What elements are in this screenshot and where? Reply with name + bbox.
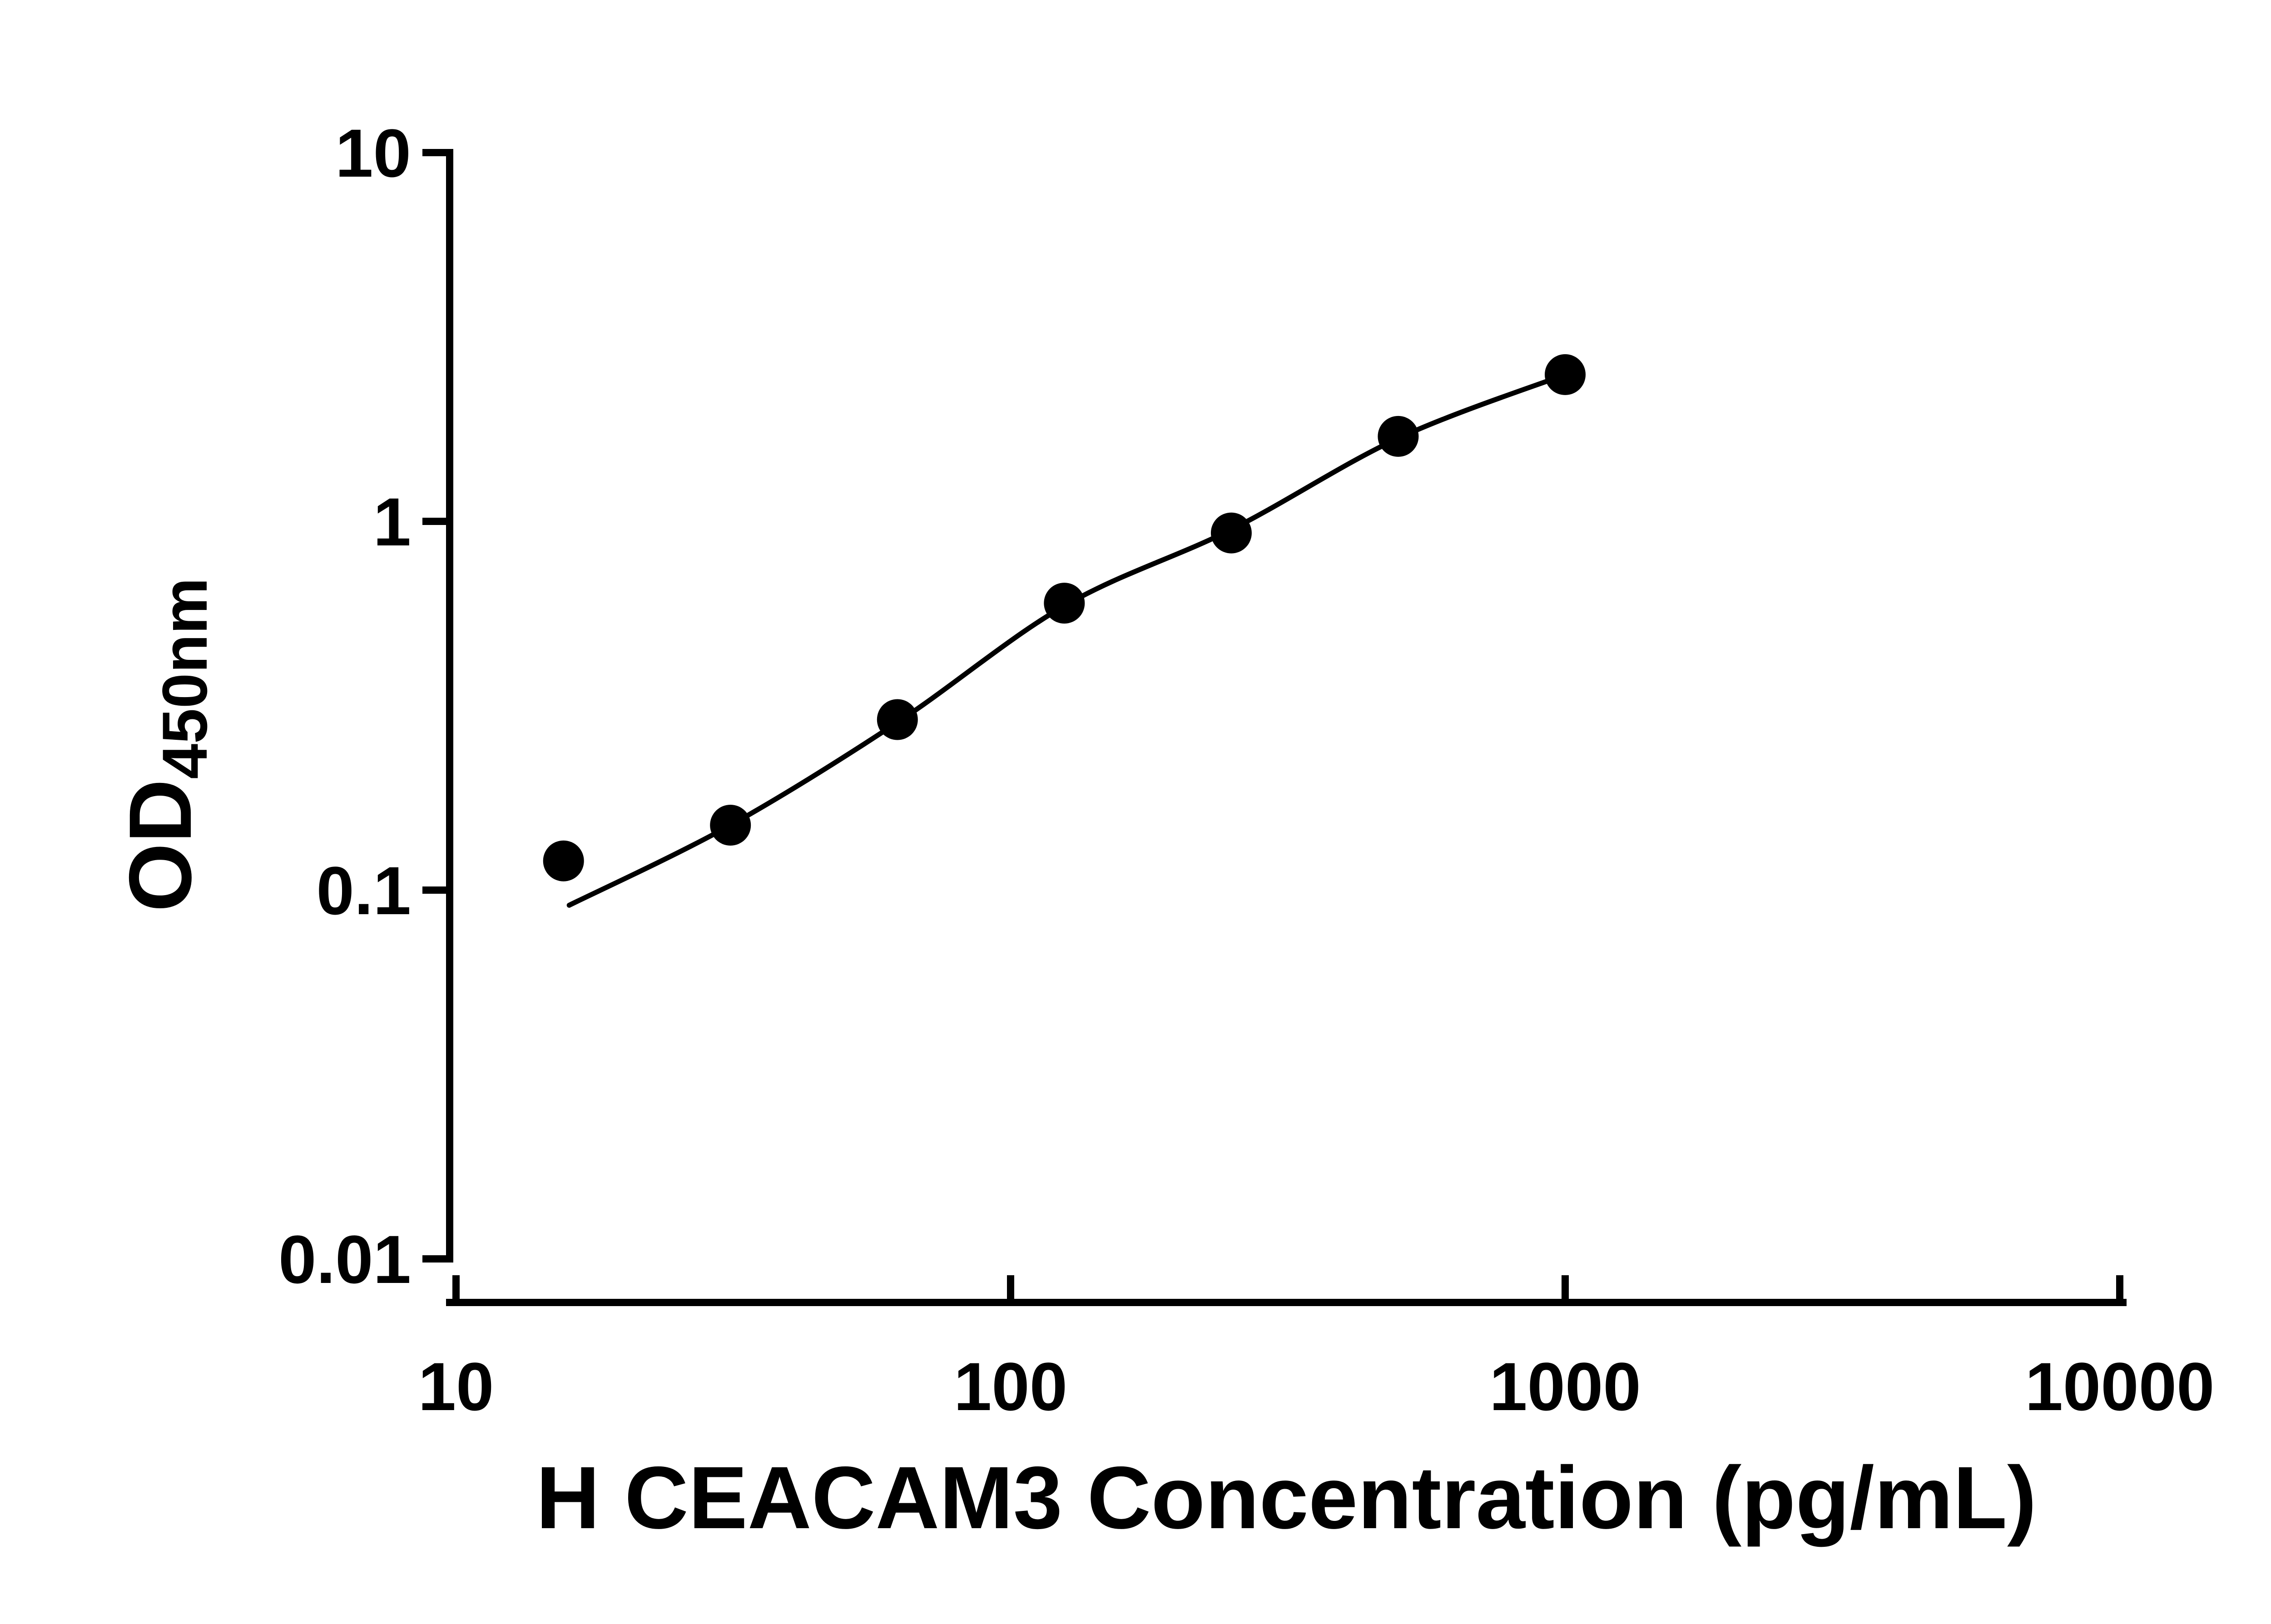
y-tick-label: 0.1 xyxy=(316,852,411,929)
y-axis-title: OD450nm xyxy=(111,578,220,912)
x-tick-label: 100 xyxy=(954,1348,1067,1425)
y-axis-title-sub: 450nm xyxy=(149,578,220,779)
data-point xyxy=(1378,416,1419,457)
y-tick-label: 10 xyxy=(335,115,411,191)
data-point xyxy=(543,840,584,881)
x-axis-title: H CEACAM3 Concentration (pg/mL) xyxy=(536,1448,2037,1547)
data-point xyxy=(1545,354,1586,395)
x-tick-label: 10 xyxy=(418,1348,494,1425)
y-tick-label: 1 xyxy=(373,484,411,560)
data-point xyxy=(877,699,918,740)
data-point xyxy=(1210,512,1252,554)
data-point xyxy=(710,805,751,846)
x-tick-label: 1000 xyxy=(1489,1348,1641,1425)
y-axis-title-main: OD xyxy=(111,779,210,912)
x-tick-label: 10000 xyxy=(2025,1348,2214,1425)
data-point xyxy=(1044,583,1085,624)
y-tick-label: 0.01 xyxy=(278,1221,411,1297)
